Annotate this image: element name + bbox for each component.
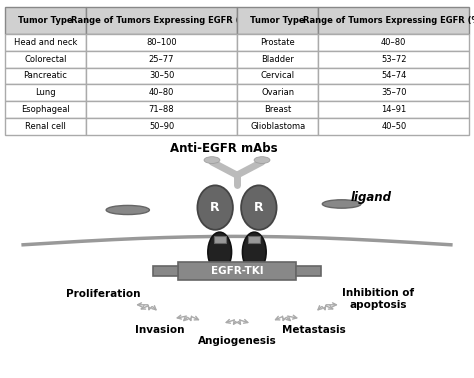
Text: Angiogenesis: Angiogenesis	[198, 336, 276, 346]
Text: Invasion: Invasion	[135, 325, 184, 335]
Text: Inhibition of
apoptosis: Inhibition of apoptosis	[342, 288, 414, 310]
Text: Metastasis: Metastasis	[283, 325, 346, 335]
Ellipse shape	[204, 157, 220, 163]
Ellipse shape	[254, 157, 270, 163]
Text: EGFR-TKI: EGFR-TKI	[210, 266, 264, 276]
Ellipse shape	[208, 232, 231, 272]
Ellipse shape	[241, 185, 277, 230]
Ellipse shape	[322, 200, 361, 208]
Text: R: R	[254, 201, 264, 214]
FancyBboxPatch shape	[248, 236, 260, 243]
FancyBboxPatch shape	[153, 266, 178, 276]
FancyBboxPatch shape	[214, 236, 226, 243]
Ellipse shape	[106, 205, 149, 215]
Text: ligand: ligand	[351, 192, 392, 204]
FancyBboxPatch shape	[178, 262, 296, 280]
Text: Anti-EGFR mAbs: Anti-EGFR mAbs	[170, 142, 277, 155]
FancyBboxPatch shape	[296, 266, 321, 276]
Ellipse shape	[197, 185, 233, 230]
Text: R: R	[210, 201, 220, 214]
Ellipse shape	[243, 232, 266, 272]
Text: Proliferation: Proliferation	[65, 289, 140, 299]
